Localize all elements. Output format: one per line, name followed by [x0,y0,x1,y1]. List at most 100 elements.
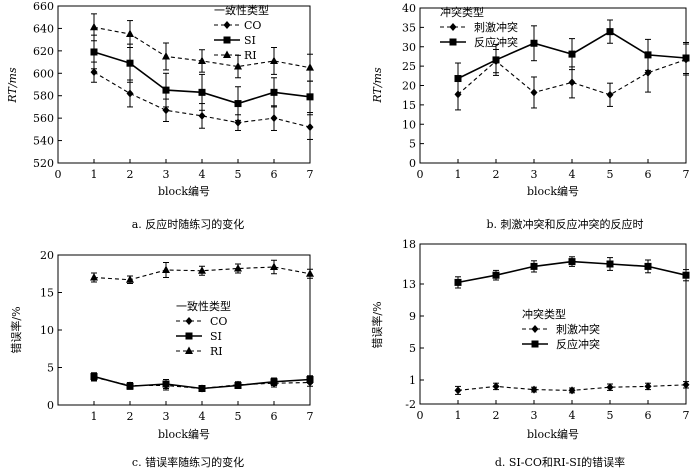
y-tick-label: 35 [402,21,416,34]
x-tick-label: 1 [455,168,462,181]
data-point-s0-1 [492,382,500,391]
data-point-s2-5 [270,262,278,270]
y-tick-label: 15 [40,287,54,300]
data-point-s2-2 [162,51,170,60]
data-point-s2-0 [90,22,98,31]
data-point-s1-1 [126,382,134,390]
y-tick-label: 560 [33,112,54,125]
y-tick-label: 18 [402,238,416,251]
x-tick-label: 7 [307,168,314,181]
x-tick-label: 5 [607,409,614,422]
data-point-s1-3 [568,258,576,266]
x-tick-label: 6 [645,168,652,181]
legend-label: 刺激冲突 [474,20,518,34]
data-point-s2-legend [223,50,231,58]
x-tick-label: 0 [55,168,62,181]
data-point-s2-legend [185,346,193,354]
plot-frame [419,243,687,405]
data-point-s1-0 [454,75,462,83]
x-tick-label: 4 [199,410,206,423]
x-tick-label: 1 [455,409,462,422]
data-point-s1-3 [198,88,206,96]
chart-1: 520 540 560 580 600 620 640 660 0 1 2 3 4 5 6 7 block编号 R… [6,0,314,231]
legend-label: RI [244,49,257,62]
y-axis-label: 错误率/% [9,306,23,353]
y-tick-label: 660 [33,0,54,13]
x-tick-label: 5 [235,410,242,423]
data-point-s1-5 [644,262,652,270]
data-point-s0-legend [449,23,457,31]
data-point-s1-5 [270,378,278,386]
x-tick-label: 3 [163,168,170,181]
data-point-s2-5 [270,56,278,64]
x-tick-label: 3 [531,409,538,422]
x-tick-label: 5 [607,168,614,181]
x-tick-label: 0 [417,168,424,181]
x-tick-label: 7 [683,409,690,422]
x-tick-label: 5 [235,168,242,181]
y-axis-label: RT/ms [371,67,384,104]
y-tick-label: 520 [33,157,54,170]
data-point-s2-4 [234,264,242,272]
data-point-s1-legend [223,36,231,44]
data-point-s1-2 [162,86,170,94]
legend-title: 冲突类型 [522,307,566,321]
chart-2: 0 5 10 15 20 25 30 35 40 0 1 2 3 4 5 6 7 block编号 RT/ms 冲突类型… [371,2,690,231]
x-tick-label: 7 [683,168,690,181]
chart-caption: c. 错误率随练习的变化 [132,455,244,469]
y-tick-label: 10 [402,118,416,131]
y-tick-label: 640 [33,22,54,35]
legend-title: 冲突类型 [440,5,484,19]
legend-title: 一致性类型 [176,299,231,313]
x-tick-label: 3 [531,168,538,181]
data-point-s1-5 [270,88,278,96]
chart-caption: d. SI-CO和RI-SI的错误率 [495,455,625,469]
data-point-s0-2 [530,385,538,394]
legend-title: 一致性类型 [214,3,269,17]
x-axis-label: block编号 [527,427,579,441]
x-tick-label: 0 [417,409,424,422]
x-axis-label: block编号 [158,427,210,441]
data-point-s1-4 [606,260,614,268]
data-point-s0-6 [682,380,690,389]
y-tick-label: 15 [402,99,416,112]
data-point-s0-legend [223,21,231,29]
y-tick-label: 540 [33,135,54,148]
y-tick-label: 0 [47,399,54,412]
chart-caption: a. 反应时随练习的变化 [132,217,245,231]
x-tick-label: 7 [307,410,314,423]
y-tick-label: 600 [33,67,54,80]
data-point-s1-legend [449,38,457,46]
y-tick-label: 13 [402,278,416,291]
data-point-s1-0 [454,278,462,286]
data-point-s0-legend [531,325,539,333]
data-point-s1-0 [90,373,98,380]
x-tick-label: 6 [271,410,278,423]
data-point-s1-4 [234,100,242,108]
chart-4: -2 1 5 9 13 18 0 1 2 3 4 5 6 7 block编号 错误率/% 冲突类型刺激冲突反应冲… [370,238,690,469]
data-point-s0-3 [568,386,576,395]
y-tick-label: -2 [405,398,416,411]
x-tick-label: 2 [493,168,500,181]
data-point-s0-0 [454,386,462,395]
data-point-s1-2 [530,39,538,47]
x-tick-label: 4 [199,168,206,181]
data-point-s2-0 [90,273,98,281]
x-tick-label: 2 [127,168,134,181]
data-point-s1-1 [492,56,500,64]
y-tick-label: 40 [402,2,416,15]
y-tick-label: 620 [33,45,54,58]
x-tick-label: 2 [493,409,500,422]
data-point-s0-4 [606,90,614,99]
data-point-s2-6 [306,269,314,277]
y-tick-label: 20 [40,249,54,262]
x-tick-label: 6 [271,168,278,181]
series-2 [90,259,314,284]
y-tick-label: 20 [402,80,416,93]
data-point-s0-1 [126,89,134,98]
data-point-s0-5 [644,382,652,391]
data-point-s2-2 [162,265,170,273]
data-point-s0-0 [90,68,98,77]
